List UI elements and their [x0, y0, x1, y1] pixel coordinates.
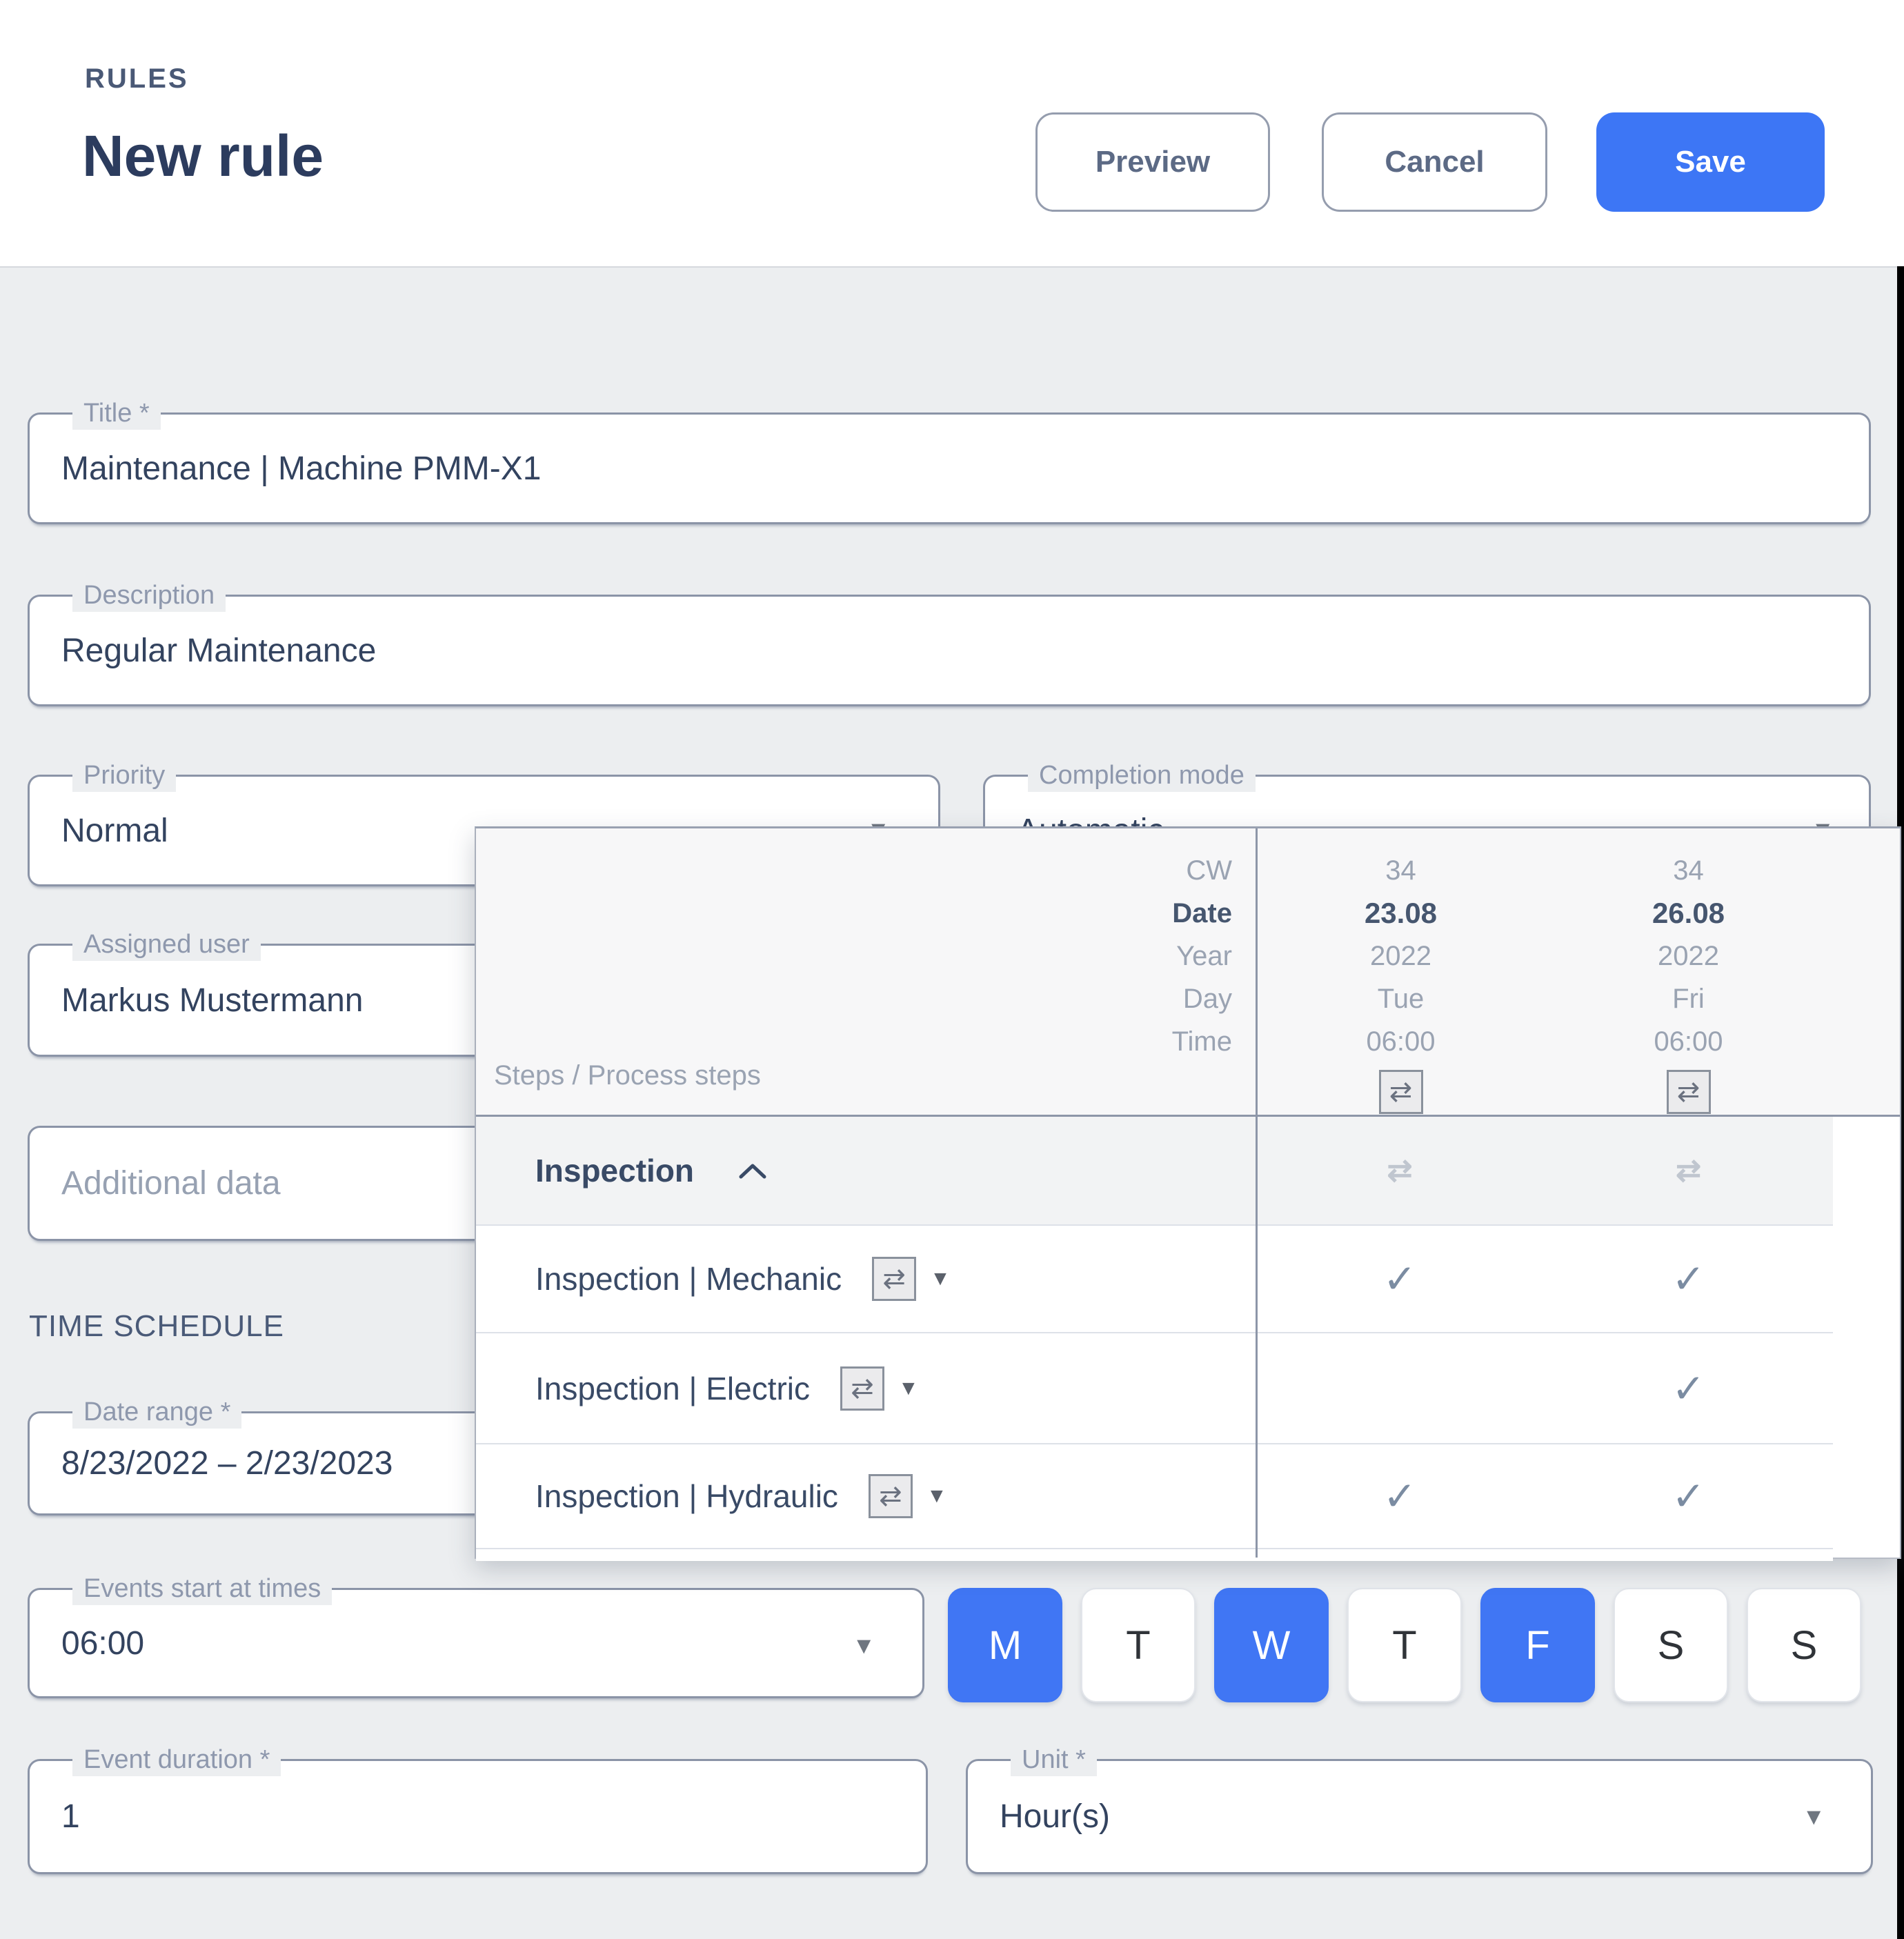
chevron-down-icon[interactable]: ▼ [1802, 1804, 1825, 1830]
time-value: 06:00 [1654, 1026, 1723, 1057]
year-label: Year [1176, 941, 1232, 971]
step-label: Inspection | Hydraulic [535, 1478, 838, 1514]
completion-mode-label: Completion mode [1028, 759, 1256, 792]
unit-value: Hour(s) [1000, 1798, 1111, 1835]
title-field[interactable]: Title * Maintenance | Machine PMM-X1 [28, 397, 1871, 524]
chevron-down-icon[interactable]: ▼ [898, 1376, 919, 1400]
step-row-hydraulic[interactable]: Inspection | Hydraulic ⇄ ▼ ✓ ✓ [476, 1444, 1833, 1549]
check-cell[interactable]: ✓ [1672, 1257, 1705, 1302]
event-duration-label: Event duration * [72, 1743, 281, 1776]
day-button-wednesday[interactable]: W [1214, 1588, 1329, 1702]
year-value: 2022 [1658, 941, 1719, 971]
check-cell[interactable]: ✓ [1382, 1474, 1417, 1519]
cancel-button[interactable]: Cancel [1322, 112, 1547, 212]
day-value: Tue [1377, 984, 1425, 1014]
chevron-down-icon[interactable]: ▼ [926, 1484, 947, 1507]
group-label: Inspection [535, 1153, 695, 1189]
page-title: New rule [82, 123, 324, 188]
event-duration-field[interactable]: Event duration * 1 [28, 1743, 928, 1874]
check-cell[interactable]: ✓ [1382, 1257, 1417, 1302]
save-button[interactable]: Save [1596, 112, 1825, 212]
day-button-monday[interactable]: M [948, 1588, 1062, 1702]
day-button-saturday[interactable]: S [1614, 1588, 1728, 1702]
year-value: 2022 [1370, 941, 1431, 971]
breadcrumb: RULES [85, 63, 189, 94]
step-row-electric[interactable]: Inspection | Electric ⇄ ▼ ✓ [476, 1333, 1833, 1444]
check-cell[interactable]: ✓ [1672, 1474, 1705, 1519]
additional-data-placeholder: Additional data [61, 1165, 281, 1202]
date-range-label: Date range * [72, 1395, 242, 1429]
swap-step-icon[interactable]: ⇄ [840, 1366, 885, 1411]
day-value: Fri [1672, 984, 1705, 1014]
cw-label: CW [1186, 855, 1232, 886]
description-value: Regular Maintenance [61, 632, 377, 669]
description-field[interactable]: Description Regular Maintenance [28, 579, 1871, 706]
events-start-times-value: 06:00 [61, 1624, 145, 1662]
swap-step-icon[interactable]: ⇄ [872, 1257, 917, 1301]
cw-value: 34 [1385, 855, 1416, 886]
date-value: 26.08 [1652, 897, 1725, 929]
step-row-partial [476, 1549, 1833, 1561]
page-header: RULES New rule Preview Cancel Save [0, 0, 1904, 268]
process-steps-overlay: CW Date Year Day Time 34 23.08 2022 Tue … [475, 826, 1901, 1561]
date-value: 23.08 [1364, 897, 1438, 929]
date-column-2: 34 26.08 2022 Fri 06:00 ⇄ [1544, 849, 1833, 1114]
day-button-thursday[interactable]: T [1347, 1588, 1462, 1702]
check-cell[interactable]: ✓ [1672, 1366, 1705, 1411]
step-label: Inspection | Electric [535, 1370, 811, 1406]
date-label: Date [1172, 898, 1232, 928]
title-value: Maintenance | Machine PMM-X1 [61, 450, 542, 487]
swap-date-icon[interactable]: ⇄ [1666, 1070, 1711, 1114]
weekday-toggle-group: M T W T F S S [948, 1588, 1861, 1702]
events-start-times-label: Events start at times [72, 1572, 333, 1605]
description-label: Description [72, 579, 226, 612]
swap-group-icon: ⇄ [1387, 1153, 1413, 1188]
step-group-row-inspection[interactable]: Inspection ⇄ ⇄ [476, 1117, 1833, 1226]
overlay-column-divider [1256, 828, 1258, 1558]
cw-value: 34 [1673, 855, 1704, 886]
swap-date-icon[interactable]: ⇄ [1378, 1070, 1423, 1114]
assigned-user-label: Assigned user [72, 928, 261, 961]
step-label: Inspection | Mechanic [535, 1261, 842, 1297]
time-value: 06:00 [1366, 1026, 1436, 1057]
steps-column-header: Steps / Process steps [494, 1060, 761, 1091]
overlay-header: CW Date Year Day Time 34 23.08 2022 Tue … [476, 828, 1900, 1117]
date-range-value: 8/23/2022 – 2/23/2023 [61, 1445, 393, 1482]
events-start-times-select[interactable]: Events start at times 06:00 ▼ [28, 1572, 924, 1698]
swap-step-icon[interactable]: ⇄ [868, 1474, 913, 1518]
title-label: Title * [72, 397, 161, 430]
chevron-up-icon[interactable] [738, 1162, 767, 1180]
day-button-sunday[interactable]: S [1747, 1588, 1861, 1702]
unit-select[interactable]: Unit * Hour(s) ▼ [966, 1743, 1873, 1874]
day-button-tuesday[interactable]: T [1081, 1588, 1196, 1702]
date-column-1: 34 23.08 2022 Tue 06:00 ⇄ [1258, 849, 1544, 1114]
event-duration-value: 1 [61, 1798, 80, 1835]
day-button-friday[interactable]: F [1480, 1588, 1595, 1702]
overlay-meta-labels: CW Date Year Day Time [476, 849, 1232, 1063]
preview-button[interactable]: Preview [1035, 112, 1270, 212]
chevron-down-icon[interactable]: ▼ [852, 1633, 875, 1659]
time-schedule-section-title: TIME SCHEDULE [29, 1309, 284, 1343]
priority-label: Priority [72, 759, 177, 792]
time-label: Time [1171, 1026, 1232, 1057]
step-row-mechanic[interactable]: Inspection | Mechanic ⇄ ▼ ✓ ✓ [476, 1226, 1833, 1333]
day-label: Day [1182, 984, 1232, 1014]
unit-label: Unit * [1011, 1743, 1097, 1776]
priority-value: Normal [61, 812, 168, 849]
swap-group-icon: ⇄ [1676, 1153, 1701, 1188]
assigned-user-value: Markus Mustermann [61, 982, 364, 1019]
chevron-down-icon[interactable]: ▼ [930, 1267, 951, 1290]
